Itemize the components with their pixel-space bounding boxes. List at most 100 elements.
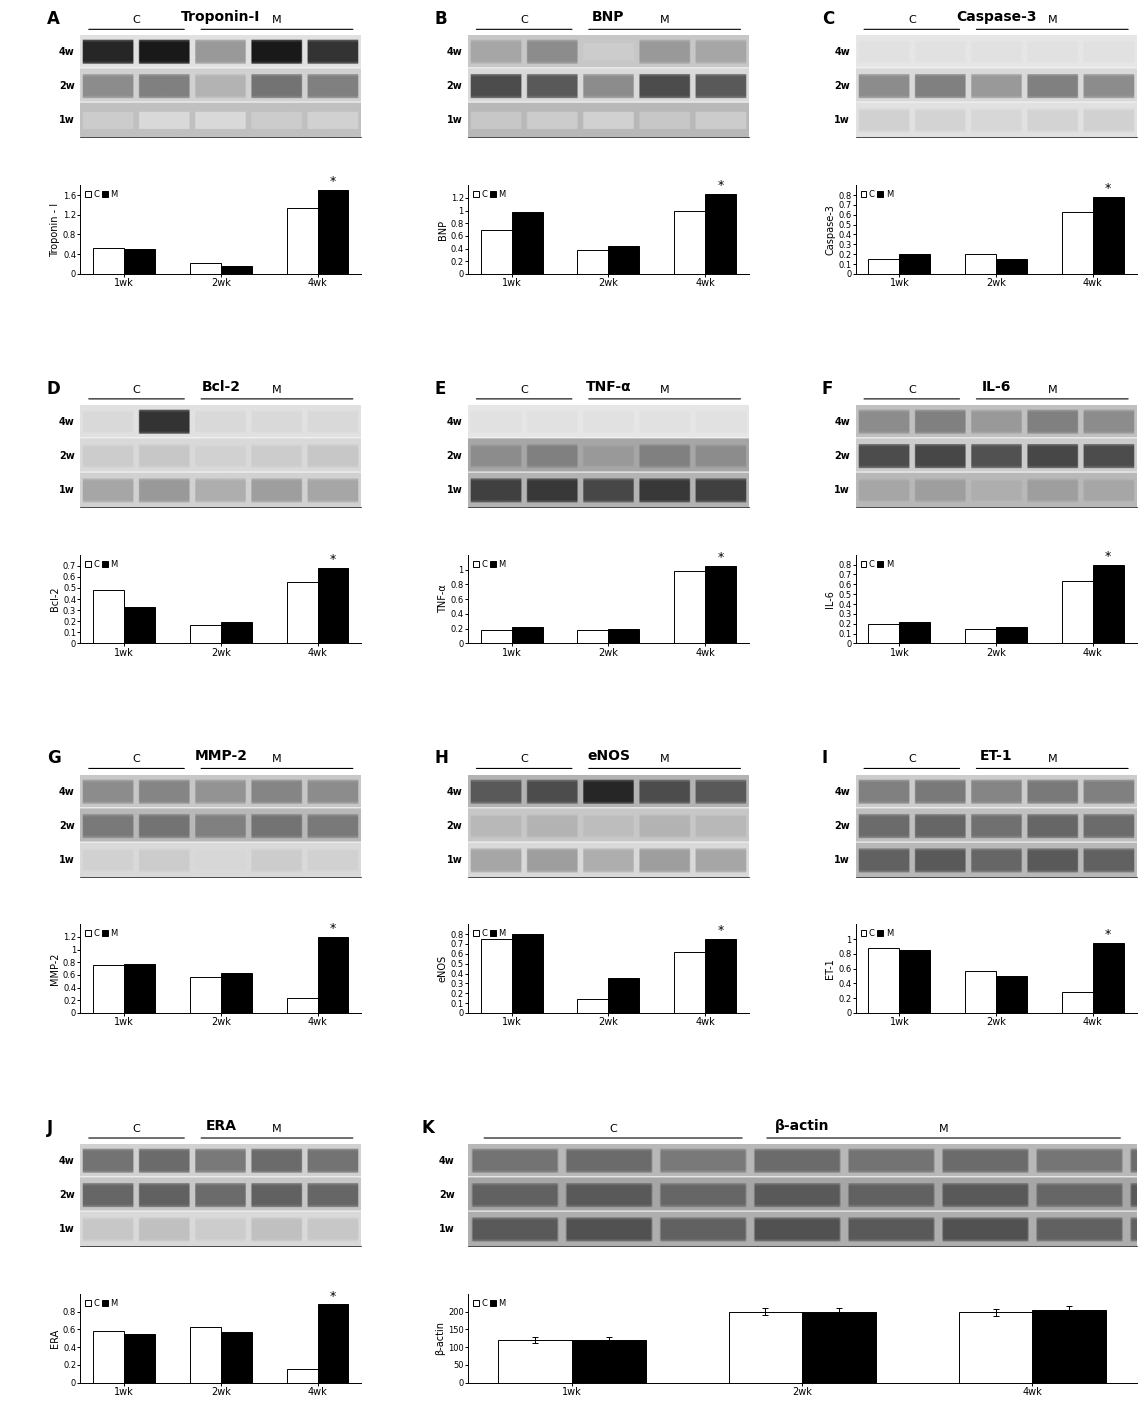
Bar [899,950,930,1012]
Bar [577,250,608,274]
Text: BNP: BNP [592,10,625,24]
Y-axis label: eNOS: eNOS [437,956,448,983]
Text: B: B [434,10,447,28]
Legend: C, M: C, M [472,1297,506,1309]
Bar [608,245,639,274]
Text: 4w: 4w [59,417,75,427]
Text: 1w: 1w [835,115,850,125]
Bar [124,964,155,1012]
Bar [189,977,220,1012]
Text: C: C [908,754,916,764]
Bar [93,966,124,1012]
Bar [868,949,899,1012]
Legend: C, M: C, M [860,559,894,570]
Text: 2w: 2w [447,821,463,831]
Bar [318,937,349,1012]
Text: 4w: 4w [59,1156,75,1166]
Text: G: G [47,749,61,767]
Bar [899,254,930,274]
Text: 1w: 1w [447,855,463,865]
Text: C: C [610,1124,616,1134]
Legend: C, M: C, M [85,559,118,570]
Legend: C, M: C, M [472,929,506,939]
Bar [674,571,705,644]
Text: 4w: 4w [835,417,850,427]
Legend: C, M: C, M [85,190,118,200]
Text: M: M [272,754,281,764]
Text: C: C [908,384,916,394]
Text: M: M [660,754,669,764]
Bar [189,1327,220,1383]
Text: *: * [718,552,723,564]
Text: M: M [660,16,669,26]
Text: *: * [1106,927,1111,942]
Text: eNOS: eNOS [587,749,630,763]
Text: 4w: 4w [59,47,75,58]
Y-axis label: Caspase-3: Caspase-3 [825,204,836,255]
Bar [124,1334,155,1383]
Text: 4w: 4w [447,787,463,797]
Bar [220,1332,251,1383]
Bar [608,628,639,644]
Bar [572,1340,645,1383]
Text: 2w: 2w [835,451,850,461]
Text: M: M [1047,754,1057,764]
Text: TNF-α: TNF-α [585,380,631,394]
Bar [868,259,899,274]
Bar [965,628,996,644]
Bar [1093,197,1124,274]
Text: MMP-2: MMP-2 [194,749,247,763]
Text: *: * [718,179,723,193]
Bar [287,583,318,644]
Text: M: M [272,384,281,394]
Bar [93,248,124,274]
Text: 4w: 4w [447,47,463,58]
Text: M: M [939,1124,948,1134]
Text: 1w: 1w [835,485,850,495]
Text: 2w: 2w [439,1190,455,1200]
Bar [1093,564,1124,644]
Text: IL-6: IL-6 [982,380,1010,394]
Y-axis label: TNF-α: TNF-α [437,584,448,614]
Legend: C, M: C, M [85,929,118,939]
Legend: C, M: C, M [472,190,506,200]
Y-axis label: MMP-2: MMP-2 [51,953,60,986]
Text: 2w: 2w [447,451,463,461]
Y-axis label: ET-1: ET-1 [825,959,836,978]
Legend: C, M: C, M [860,929,894,939]
Bar [287,208,318,274]
Text: ERA: ERA [205,1119,236,1133]
Text: 1w: 1w [447,485,463,495]
Legend: C, M: C, M [472,559,506,570]
Bar [1093,943,1124,1012]
Text: J: J [47,1119,53,1137]
Text: M: M [660,384,669,394]
Text: Caspase-3: Caspase-3 [956,10,1037,24]
Text: K: K [421,1119,434,1137]
Text: 2w: 2w [59,81,75,92]
Text: 1w: 1w [447,115,463,125]
Text: 2w: 2w [59,451,75,461]
Bar [93,1332,124,1383]
Bar [481,230,512,274]
Bar [674,210,705,274]
Bar [1062,993,1093,1012]
Bar [705,566,736,644]
Text: I: I [822,749,828,767]
Bar [481,939,512,1012]
Legend: C, M: C, M [85,1297,118,1309]
Text: 1w: 1w [59,1224,75,1234]
Bar [577,630,608,644]
Legend: C, M: C, M [860,190,894,200]
Bar [318,190,349,274]
Bar [220,623,251,644]
Text: β-actin: β-actin [775,1119,830,1133]
Text: C: C [908,16,916,26]
Bar [802,1312,876,1383]
Text: M: M [272,16,281,26]
Text: *: * [329,176,336,189]
Text: 4w: 4w [835,787,850,797]
Bar [512,934,543,1012]
Text: 1w: 1w [59,855,75,865]
Text: 2w: 2w [835,821,850,831]
